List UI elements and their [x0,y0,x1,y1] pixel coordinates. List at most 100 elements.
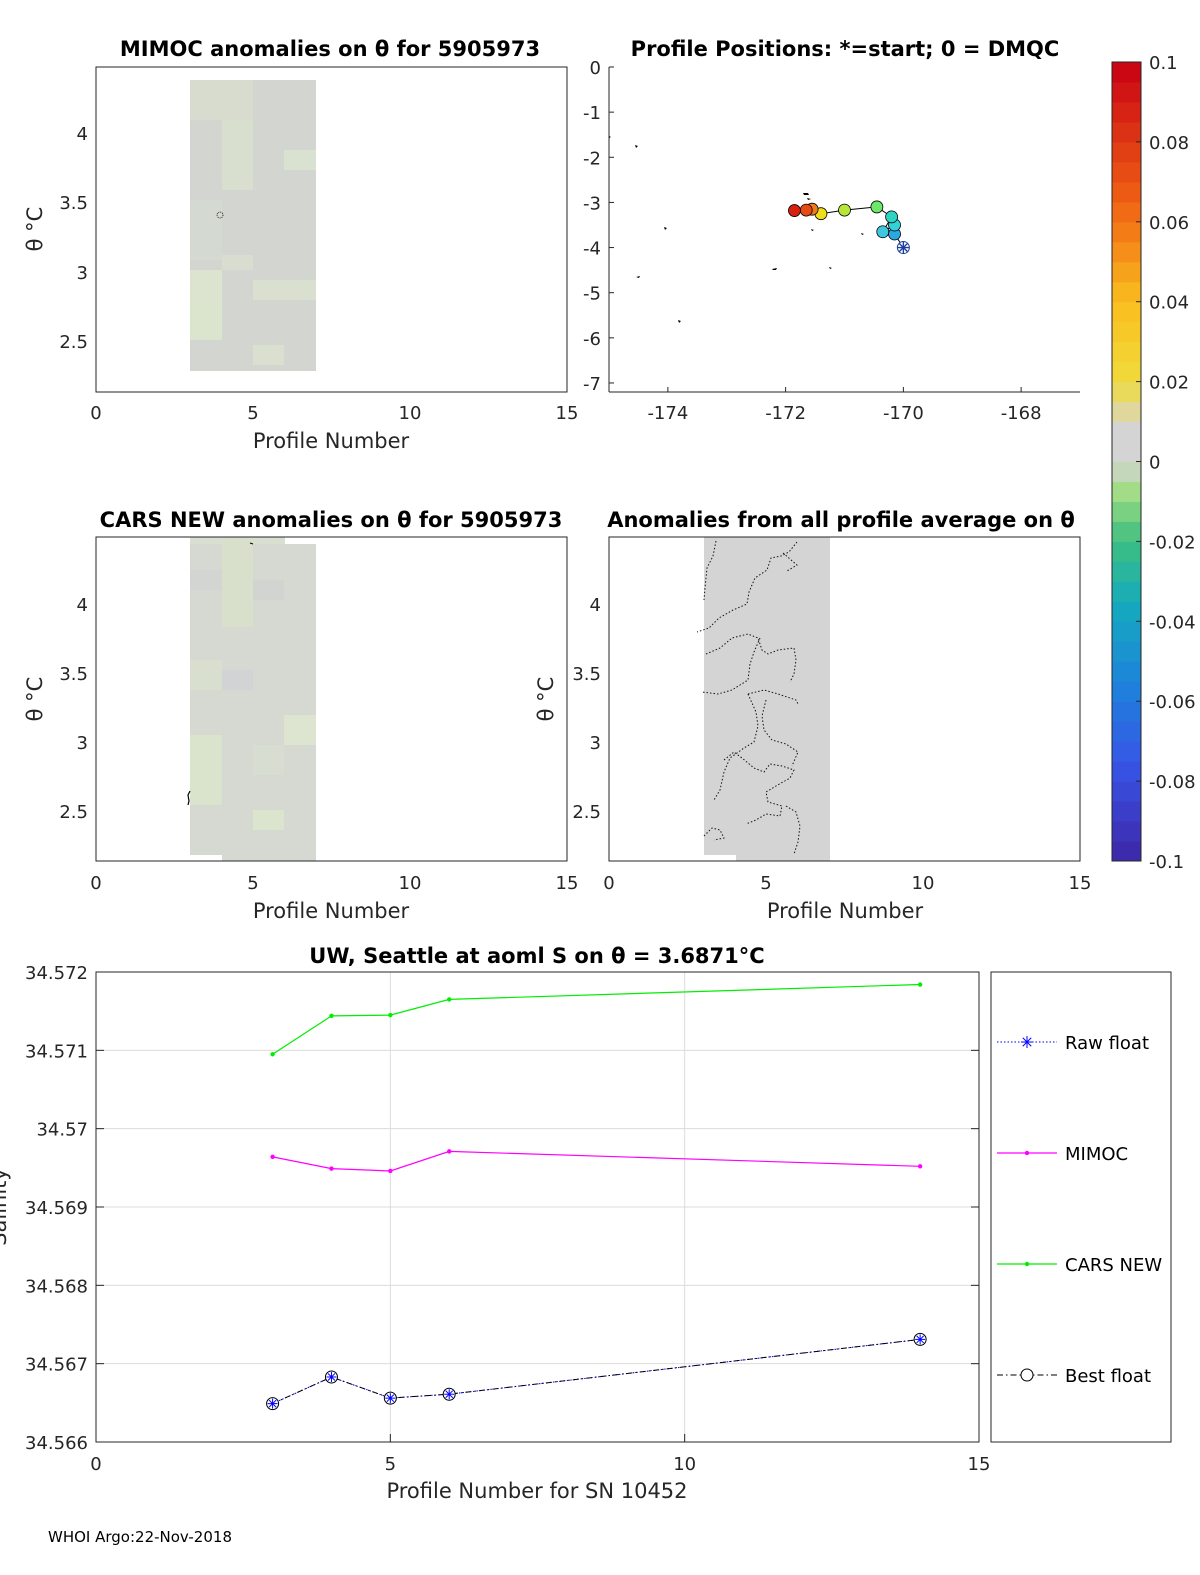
legend-best-float-marker [1020,1368,1034,1382]
colorbar-step [1112,781,1141,802]
positions-ytick: -3 [583,193,601,214]
colorbar-tick-label: 0.04 [1149,293,1189,314]
position-point [885,210,898,224]
cars-plot-area [96,537,567,861]
position-point [876,225,890,239]
colorbar-step [1112,261,1141,283]
colorbar-step [1112,621,1141,642]
salinity-xticks: 0 5 10 15 [90,1434,990,1475]
colorbar-step [1112,221,1141,243]
salinity-ylabel: Salinity [0,1168,11,1246]
mimoc-ytick: 3 [77,263,88,284]
colorbar-step [1112,701,1141,722]
positions-yticks: 0 -1 -2 -3 -4 -5 -6 -7 [583,58,614,395]
positions-ytick: -5 [583,284,601,305]
colorbar-step [1112,561,1141,582]
colorbar-step [1112,661,1141,682]
legend-raw-float-marker [1022,1037,1032,1047]
positions-ytick: 0 [590,58,601,79]
positions-title: Profile Positions: *=start; 0 = DMQC [631,37,1060,61]
positions-xtick: -168 [1001,403,1042,424]
positions-ytick: -6 [583,329,601,350]
positions-xticks: -174 -172 -170 -168 [647,387,1042,424]
mimoc-title: MIMOC anomalies on θ for 5905973 [120,37,540,61]
mimoc-ylabel: θ °C [23,207,47,252]
mimoc-frame [95,66,568,393]
mimoc-xlabel: Profile Number [253,429,410,453]
cars-ytick: 3.5 [59,664,88,685]
legend-marker [1024,1261,1030,1267]
legend-label: MIMOC [1065,1144,1128,1165]
colorbar-tick-label: 0.08 [1149,133,1189,154]
salinity-ytick: 34.57 [36,1120,88,1141]
allavg-ytick: 4 [590,595,601,616]
mimoc-point [447,1149,452,1154]
mimoc-point [388,1168,393,1174]
colorbar-step [1112,601,1141,622]
colorbar-step [1112,821,1141,842]
mimoc-xtick: 5 [247,403,258,424]
cars-frame [95,536,568,862]
allavg-xlabel: Profile Number [767,899,924,923]
salinity-title: UW, Seattle at aoml S on θ = 3.6871°C [309,944,764,968]
colorbar: 0.1 0.08 0.06 0.04 0.02 0 -0.02 -0.04 -0.06 -0.08… [1111,53,1196,873]
mimoc-yticks: 2.5 3 3.5 4 [59,124,88,353]
salinity-xtick: 0 [90,1454,101,1475]
cars-ylabel: θ °C [23,677,47,722]
positions-start-marker [896,241,910,255]
mimoc-xtick: 15 [556,403,579,424]
cars-new-point [447,997,452,1002]
cars-yticks: 2.5 3 3.5 4 [59,595,88,823]
salinity-ytick: 34.568 [25,1276,88,1297]
allavg-frame [608,536,1081,862]
start-marker-star [898,242,909,253]
colorbar-step [1112,321,1141,343]
raw-float-point [445,1390,454,1399]
colorbar-tick-label: -0.04 [1149,612,1196,633]
positions-panel: Profile Positions: *=start; 0 = DMQC 0 -1… [583,37,1080,424]
colorbar-step [1112,581,1141,602]
salinity-xtick: 5 [385,1454,396,1475]
raw-float-point [268,1399,277,1408]
cars-ytick: 3 [77,733,88,754]
colorbar-step [1112,241,1141,263]
legend-label: Raw float [1065,1033,1149,1054]
colorbar-ticks: 0.1 0.08 0.06 0.04 0.02 0 -0.02 -0.04 -0.06 -0.08… [1136,53,1196,873]
mimoc-xtick: 0 [90,403,101,424]
positions-islands [609,136,864,323]
salinity-legend: Raw float MIMOC CARS NEW Best float [990,971,1172,1443]
cars-ytick: 2.5 [59,802,88,823]
allavg-xticks: 0 5 10 15 [603,873,1091,894]
colorbar-step [1112,681,1141,702]
mimoc-xtick: 10 [399,403,422,424]
colorbar-step [1112,501,1141,522]
colorbar-step [1112,301,1141,323]
positions-ytick: -4 [583,239,601,260]
cars-new-point [917,982,923,987]
salinity-panel: UW, Seattle at aoml S on θ = 3.6871°C 0 5… [0,944,990,1503]
mimoc-xticks: 0 5 10 15 [90,403,578,424]
cars-xtick: 15 [556,873,579,894]
salinity-ytick: 34.571 [25,1041,88,1062]
colorbar-tick-label: 0.06 [1149,213,1189,234]
legend-label: Best float [1065,1366,1151,1387]
allavg-ytick: 3 [590,733,601,754]
positions-ytick: -7 [583,374,601,395]
colorbar-step [1112,141,1141,163]
position-point [838,203,851,217]
colorbar-step [1112,541,1141,562]
raw-float-point [916,1335,925,1344]
mimoc-point [917,1164,923,1169]
legend-items: Raw float MIMOC CARS NEW Best float [997,1033,1162,1387]
allavg-plot-area [609,537,1080,861]
colorbar-step [1112,201,1141,223]
allavg-xtick: 0 [603,873,614,894]
colorbar-step [1112,521,1141,542]
cars-ytick: 4 [77,595,88,616]
colorbar-steps [1112,62,1141,862]
colorbar-step [1112,481,1141,502]
colorbar-step [1112,441,1141,462]
mimoc-ytick: 3.5 [59,193,88,214]
colorbar-step [1112,741,1141,762]
